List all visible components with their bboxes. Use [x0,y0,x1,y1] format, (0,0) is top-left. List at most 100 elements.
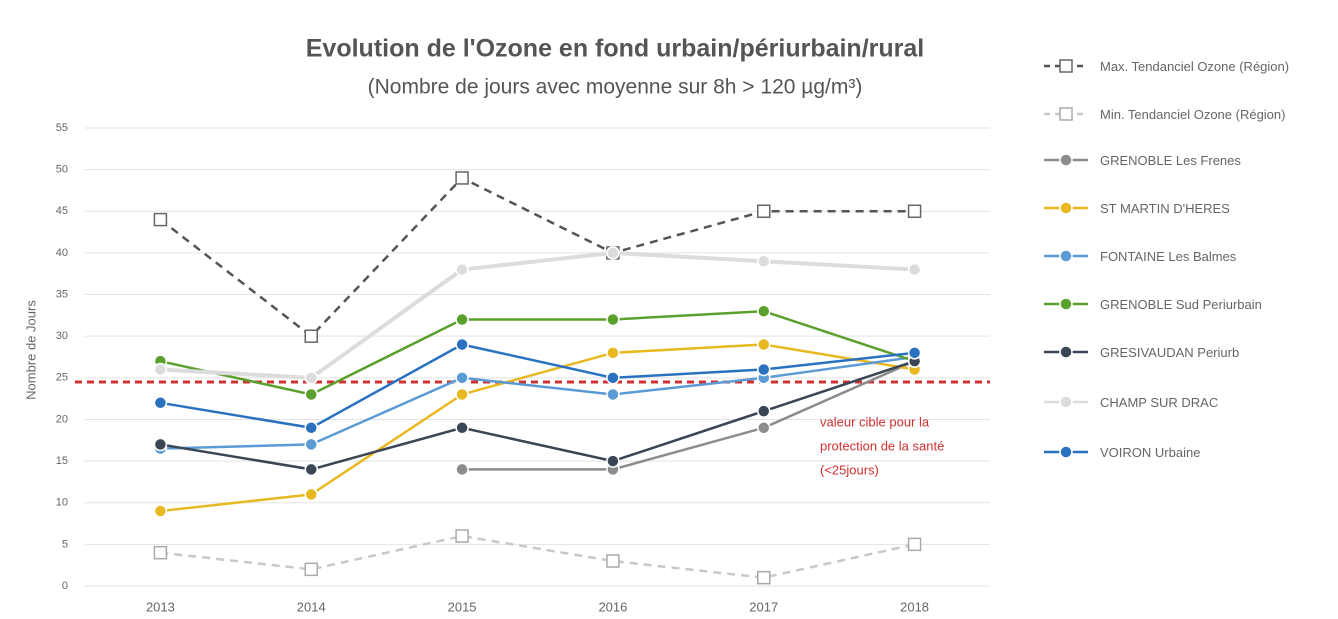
legend-item: GRENOBLE Sud Periurbain [1040,294,1330,315]
marker [907,537,922,552]
series-line [160,355,915,450]
annotation: protection de la santé [820,438,944,453]
legend-label: GRENOBLE Les Frenes [1100,153,1241,168]
legend-symbol [1044,249,1088,263]
marker [455,421,469,435]
y-tick-label: 0 [62,580,68,592]
marker [304,462,318,477]
legend-item: GRENOBLE Les Frenes [1040,150,1330,171]
y-axis-label: Nombre de Jours [23,300,38,400]
annotation: (<25jours) [820,462,879,477]
x-tick-label: 2014 [297,599,326,614]
marker [153,504,168,518]
marker [304,387,318,402]
x-tick-label: 2015 [448,599,477,614]
x-tick-label: 2017 [749,599,778,614]
marker [153,437,168,452]
series-line [160,250,915,380]
marker [304,421,318,435]
marker [304,437,318,452]
marker [455,262,469,277]
legend-symbol [1044,297,1088,311]
marker [1059,345,1073,359]
x-tick-label: 2016 [598,599,627,614]
marker [606,312,620,327]
y-tick-label: 55 [56,122,68,134]
y-tick-label: 30 [56,330,68,342]
marker [907,262,922,277]
marker [1059,59,1073,73]
legend-label: GRESIVAUDAN Periurb [1100,345,1240,360]
marker [757,404,771,418]
y-tick-label: 20 [56,413,68,425]
marker [1059,201,1073,215]
marker [1059,107,1073,121]
y-tick-label: 40 [56,247,68,259]
legend-symbol [1044,445,1088,459]
marker [606,346,620,360]
marker [757,337,771,352]
legend-label: VOIRON Urbaine [1100,445,1201,460]
legend-item: ST MARTIN D'HERES [1040,198,1330,219]
legend-item: CHAMP SUR DRAC [1040,392,1330,413]
legend-symbol [1044,153,1088,167]
y-tick-label: 45 [56,205,68,217]
marker [304,487,318,502]
marker [455,387,469,402]
marker [455,462,469,477]
marker [907,346,922,360]
marker [757,254,771,268]
legend-item: VOIRON Urbaine [1040,442,1330,463]
marker [757,204,771,219]
y-tick-label: 10 [56,497,68,509]
marker [455,171,469,185]
marker [606,454,620,468]
marker [455,337,469,352]
legend-label: Min. Tendanciel Ozone (Région) [1100,107,1286,122]
marker [1059,297,1073,311]
legend-symbol [1044,107,1088,121]
marker [757,362,771,377]
legend-label: FONTAINE Les Balmes [1100,249,1237,264]
marker [1059,445,1073,459]
marker [153,396,168,410]
marker [907,204,922,219]
legend-symbol [1044,345,1088,359]
series-line [160,343,915,430]
marker [757,304,771,318]
series-line [160,309,915,396]
series-line [160,359,915,471]
marker [1059,395,1073,409]
annotation: valeur cible pour la [820,414,930,429]
x-tick-label: 2013 [146,599,175,614]
marker [1059,153,1073,167]
y-tick-label: 35 [56,288,68,300]
series-line [462,360,916,471]
marker [153,212,168,227]
y-tick-label: 25 [56,372,68,384]
series-line [160,343,915,513]
marker [606,246,620,260]
marker [153,362,168,377]
series-line [160,534,915,579]
marker [1059,249,1073,263]
legend-item: Min. Tendanciel Ozone (Région) [1040,104,1330,125]
marker [606,371,620,385]
chart-title: Evolution de l'Ozone en fond urbain/péri… [306,35,924,63]
marker [757,421,771,435]
legend-item: GRESIVAUDAN Periurb [1040,342,1330,363]
marker [304,329,318,343]
marker [606,387,620,402]
chart: Evolution de l'Ozone en fond urbain/péri… [23,35,990,614]
marker [757,570,771,585]
legend-item: Max. Tendanciel Ozone (Région) [1040,56,1330,77]
x-tick-label: 2018 [900,599,929,614]
marker [304,562,318,577]
legend-symbol [1044,201,1088,215]
marker [455,529,469,543]
marker [606,554,620,568]
chart-subtitle: (Nombre de jours avec moyenne sur 8h > 1… [368,76,863,99]
marker [455,312,469,327]
y-tick-label: 5 [62,538,68,550]
